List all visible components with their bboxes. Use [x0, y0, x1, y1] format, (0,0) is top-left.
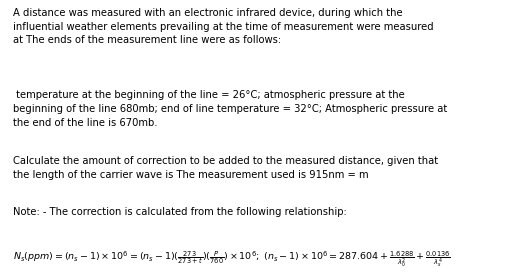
Text: Note: - The correction is calculated from the following relationship:: Note: - The correction is calculated fro…: [13, 207, 347, 217]
Text: $N_s(ppm) = (n_s - 1)\times10^6 = (n_s - 1)(\frac{273}{273+t})(\frac{P}{760})\ti: $N_s(ppm) = (n_s - 1)\times10^6 = (n_s -…: [13, 249, 451, 269]
Text: A distance was measured with an electronic infrared device, during which the
inf: A distance was measured with an electron…: [13, 8, 434, 45]
Text: Calculate the amount of correction to be added to the measured distance, given t: Calculate the amount of correction to be…: [13, 156, 438, 180]
Text: temperature at the beginning of the line = 26°C; atmospheric pressure at the
beg: temperature at the beginning of the line…: [13, 90, 447, 128]
